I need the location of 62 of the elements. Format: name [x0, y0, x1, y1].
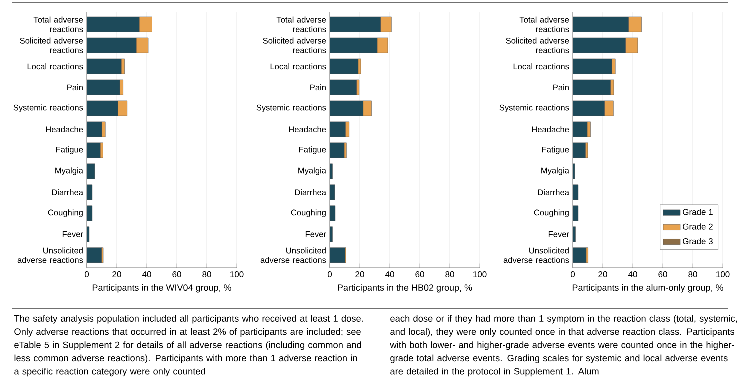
y-tick-label: Diarrhea	[538, 189, 570, 196]
y-tick-label: Total adverse reactions	[34, 16, 84, 32]
legend-label: Grade 2	[683, 224, 713, 230]
text: each dose or if they had more than 1 symptom in the reaction class (total, systemic, and local), they were only counted once in that adverse reaction class. Participants with both lower- and higher-grade adverse events were counted once in the higher-grade total adverse events. Grading scales for systemic and local adverse events are detailed in the protocol in Supplement 1. Alum	[390, 315, 738, 377]
y-tick-label: Total adverse reactions	[276, 16, 326, 32]
x-tick-label: 80	[446, 272, 454, 278]
legend-label: Grade 1	[683, 208, 713, 216]
y-tick-label: Fatigue	[542, 146, 570, 154]
y-tick-label: Systemic reactions	[256, 104, 326, 112]
y-tick-label: Myalgia	[298, 168, 326, 176]
x-tick-label: 20	[598, 272, 608, 278]
y-tick-label: Headache	[46, 126, 84, 133]
x-tick-label: 40	[628, 272, 638, 278]
y-tick-label: Diarrhea	[52, 189, 84, 196]
y-tick-label: Pain	[310, 84, 326, 91]
y-tick-label: Myalgia	[56, 168, 84, 176]
y-tick-label: Pain	[68, 84, 83, 91]
y-tick-label: Fever	[62, 232, 84, 238]
legend-label: Grade 3	[683, 238, 713, 244]
x-tick-label: 0	[570, 272, 576, 278]
text: The safety analysis population included all participants who received at least 1 dose. Only adverse reactions that occurred in at least 2% of participants are included; see eTable 5 in Supplement 2 for details of all adverse reactions (including common and less common adverse reactions). Participants with more than 1 adverse reaction in a specific reaction category were only counted	[14, 315, 364, 377]
y-tick-label: Headache	[289, 126, 326, 133]
y-tick-label: Fever	[306, 232, 326, 238]
x-axis-title: Participants in the WIV04 group, %	[92, 284, 232, 293]
x-tick-label: 40	[385, 272, 394, 278]
y-tick-label: Total adverse reactions	[520, 16, 570, 32]
y-tick-label: Coughing	[48, 210, 83, 218]
y-tick-label: Systemic reactions	[500, 104, 570, 112]
x-tick-label: 20	[112, 272, 122, 278]
y-tick-label: Coughing	[534, 210, 569, 218]
y-tick-label: Coughing	[291, 210, 326, 218]
y-tick-label: Pain	[554, 84, 569, 91]
y-tick-label: Local reactions	[514, 64, 570, 70]
y-tick-label: Local reactions	[28, 64, 84, 70]
x-tick-label: 60	[416, 272, 424, 278]
x-tick-label: 100	[474, 272, 487, 278]
y-tick-label: Fatigue	[56, 146, 84, 154]
x-tick-label: 20	[356, 272, 364, 278]
x-tick-label: 80	[202, 272, 212, 278]
y-tick-label: Systemic reactions	[14, 104, 84, 112]
y-tick-label: Headache	[532, 126, 570, 133]
y-tick-label: Myalgia	[542, 168, 570, 176]
y-tick-label: Solicited adverse reactions	[506, 38, 570, 54]
x-tick-label: 0	[328, 272, 332, 278]
x-tick-label: 100	[230, 272, 244, 278]
y-tick-label: Diarrhea	[295, 189, 326, 196]
x-tick-label: 60	[658, 272, 668, 278]
y-tick-label: Fatigue	[299, 146, 326, 154]
x-axis-title: Participants in the HB02 group, %	[338, 284, 472, 293]
y-tick-label: Unsolicited adverse reactions	[18, 248, 84, 264]
y-tick-label: Unsolicited adverse reactions	[260, 248, 326, 264]
y-tick-label: Solicited adverse reactions	[20, 38, 84, 54]
y-tick-label: Unsolicited adverse reactions	[504, 248, 570, 264]
y-tick-label: Solicited adverse reactions	[263, 38, 326, 54]
x-tick-label: 40	[142, 272, 152, 278]
x-tick-label: 100	[716, 272, 730, 278]
x-tick-label: 80	[688, 272, 698, 278]
y-tick-label: Local reactions	[270, 64, 326, 70]
y-tick-label: Fever	[548, 232, 570, 238]
x-tick-label: 60	[172, 272, 182, 278]
x-axis-title: Participants in the alum-only group, %	[572, 284, 724, 293]
x-tick-label: 0	[84, 272, 90, 278]
